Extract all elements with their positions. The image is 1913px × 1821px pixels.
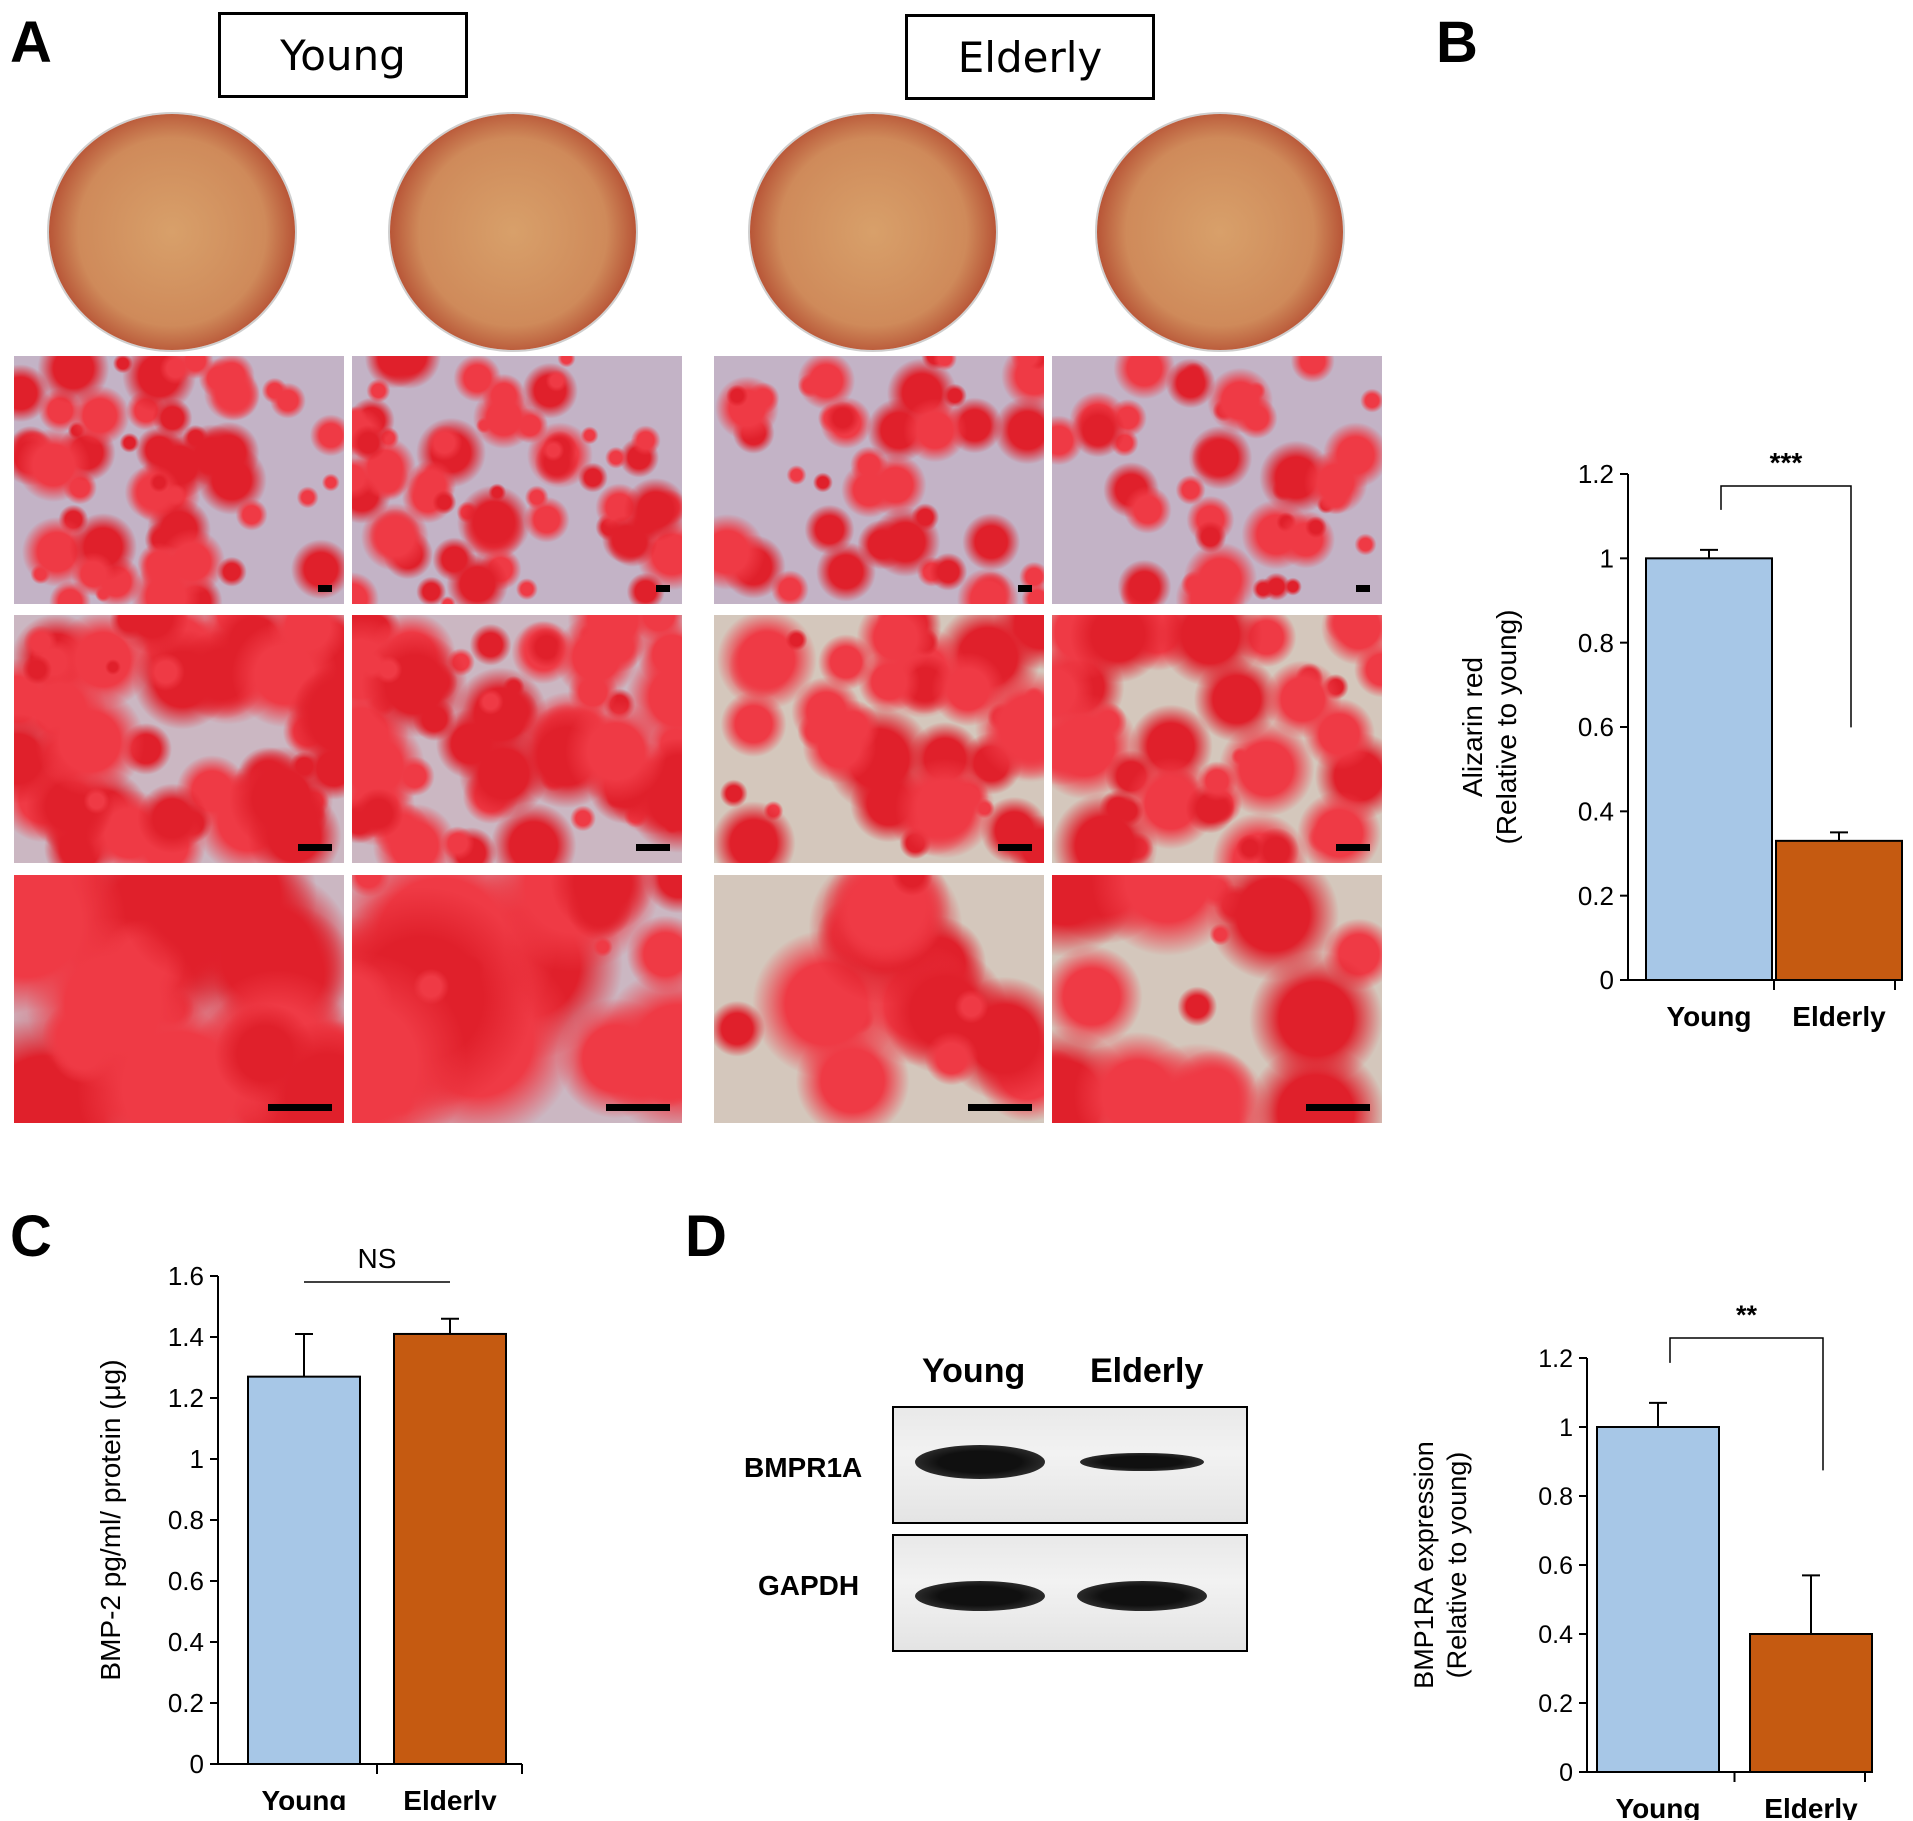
- chart-b-alizarin-red: 0 0.2 0.4 0.6 0.8 1 1.2 Young Elderly Alizarin re…: [1457, 447, 1903, 1032]
- significance-label: NS: [358, 1243, 397, 1274]
- scale-bar: [968, 1104, 1032, 1111]
- y-tick-label: 0.2: [1538, 1690, 1573, 1718]
- scale-bar: [1306, 1104, 1370, 1111]
- micrograph-tile: [14, 615, 344, 863]
- y-tick-label: 1: [190, 1444, 204, 1474]
- x-tick-label: Young: [261, 1785, 346, 1810]
- panel-letter-b: B: [1436, 10, 1478, 75]
- blot-band: [915, 1581, 1045, 1611]
- micrograph-tile: [352, 615, 682, 863]
- scale-bar: [1336, 844, 1370, 851]
- scale-bar: [1018, 585, 1032, 592]
- y-axis-label: (Relative to young): [1442, 1452, 1472, 1679]
- y-tick-label: 0.6: [168, 1566, 204, 1596]
- micrograph-tile: [1052, 875, 1382, 1123]
- y-tick-label: 0.2: [1578, 881, 1614, 911]
- scale-bar: [656, 585, 670, 592]
- y-tick-label: 0.4: [1578, 796, 1614, 826]
- blot-column-elderly: Elderly: [1090, 1352, 1204, 1390]
- scale-bar: [1356, 585, 1370, 592]
- blot-column-young: Young: [922, 1352, 1026, 1390]
- culture-dish: [750, 114, 996, 350]
- panel-letter-c: C: [10, 1204, 52, 1269]
- blot-row-bmpr1a: BMPR1A: [744, 1452, 863, 1483]
- micrograph-tile: [1052, 615, 1382, 863]
- y-tick-label: 0.2: [168, 1688, 204, 1718]
- y-axis-label: (Relative to young): [1491, 609, 1522, 844]
- y-tick-label: 0: [190, 1749, 204, 1779]
- scale-bar: [298, 844, 332, 851]
- blot-band: [1080, 1452, 1204, 1472]
- micrograph-tile: [14, 356, 344, 604]
- culture-dish: [49, 114, 295, 350]
- y-tick-label: 0.8: [168, 1505, 204, 1535]
- scale-bar: [606, 1104, 670, 1111]
- y-tick-label: 0: [1559, 1759, 1573, 1787]
- y-tick-label: 1.4: [168, 1322, 204, 1352]
- scale-bar: [636, 844, 670, 851]
- significance-bracket: [1720, 485, 1852, 728]
- blot-row-gapdh: GAPDH: [758, 1570, 860, 1601]
- x-tick-label: Young: [1666, 1001, 1751, 1032]
- panel-letter-d: D: [685, 1204, 727, 1269]
- bar-young: [1645, 557, 1773, 981]
- x-tick-label: Young: [1615, 1793, 1700, 1820]
- chart-d-bmp1ra: 0 0.2 0.4 0.6 0.8 1 1.2 Young Elderly BMP1RA expr…: [1409, 1300, 1873, 1820]
- y-axis-label: BMP-2 pg/ml/ protein (μg): [95, 1359, 126, 1680]
- micrograph-tile: [714, 356, 1044, 604]
- y-tick-label: 1.6: [168, 1261, 204, 1291]
- bar-elderly: [393, 1332, 507, 1765]
- group-label-young: Young: [218, 12, 468, 98]
- blot-band: [915, 1445, 1045, 1479]
- significance-label: ***: [1770, 447, 1803, 478]
- blot-band: [1077, 1581, 1207, 1611]
- chart-c-bmp2: 0 0.2 0.4 0.6 0.8 1 1.2 1.4 1.6 Young Elderly BMP-2…: [95, 1243, 523, 1810]
- micrograph-tile: [14, 875, 344, 1123]
- micrograph-tile: [714, 875, 1044, 1123]
- significance-label: **: [1736, 1300, 1758, 1330]
- y-tick-label: 1: [1559, 1414, 1573, 1442]
- y-tick-label: 1.2: [168, 1383, 204, 1413]
- y-tick-label: 0.4: [168, 1627, 204, 1657]
- y-tick-label: 1: [1600, 543, 1614, 573]
- scale-bar: [268, 1104, 332, 1111]
- y-tick-label: 0: [1600, 965, 1614, 995]
- y-tick-label: 0.6: [1578, 712, 1614, 742]
- y-axis-label: BMP1RA expression: [1409, 1441, 1439, 1689]
- panel-letter-a: A: [10, 10, 52, 75]
- blot-strip-gapdh: [892, 1534, 1248, 1652]
- x-tick-label: Elderly: [1792, 1001, 1886, 1032]
- y-tick-label: 1.2: [1578, 459, 1614, 489]
- x-tick-label: Elderly: [1764, 1793, 1858, 1820]
- bar-elderly: [1775, 839, 1903, 981]
- micrograph-tile: [352, 875, 682, 1123]
- y-axis-label: Alizarin red: [1457, 657, 1488, 797]
- bar-young: [1596, 1426, 1720, 1773]
- bar-young: [247, 1375, 361, 1765]
- micrograph-tile: [1052, 356, 1382, 604]
- micrograph-tile: [714, 615, 1044, 863]
- y-tick-label: 0.8: [1538, 1483, 1573, 1511]
- scale-bar: [318, 585, 332, 592]
- micrograph-tile: [352, 356, 682, 604]
- scale-bar: [998, 844, 1032, 851]
- y-tick-label: 1.2: [1538, 1345, 1573, 1373]
- x-tick-label: Elderly: [403, 1785, 497, 1810]
- group-label-elderly: Elderly: [905, 14, 1155, 100]
- culture-dish: [1097, 114, 1343, 350]
- y-tick-label: 0.8: [1578, 628, 1614, 658]
- blot-strip-bmpr1a: [892, 1406, 1248, 1524]
- culture-dish: [390, 114, 636, 350]
- significance-bracket: [1669, 1337, 1824, 1471]
- y-tick-label: 0.6: [1538, 1552, 1573, 1580]
- y-tick-label: 0.4: [1538, 1621, 1573, 1649]
- bar-elderly: [1749, 1633, 1873, 1773]
